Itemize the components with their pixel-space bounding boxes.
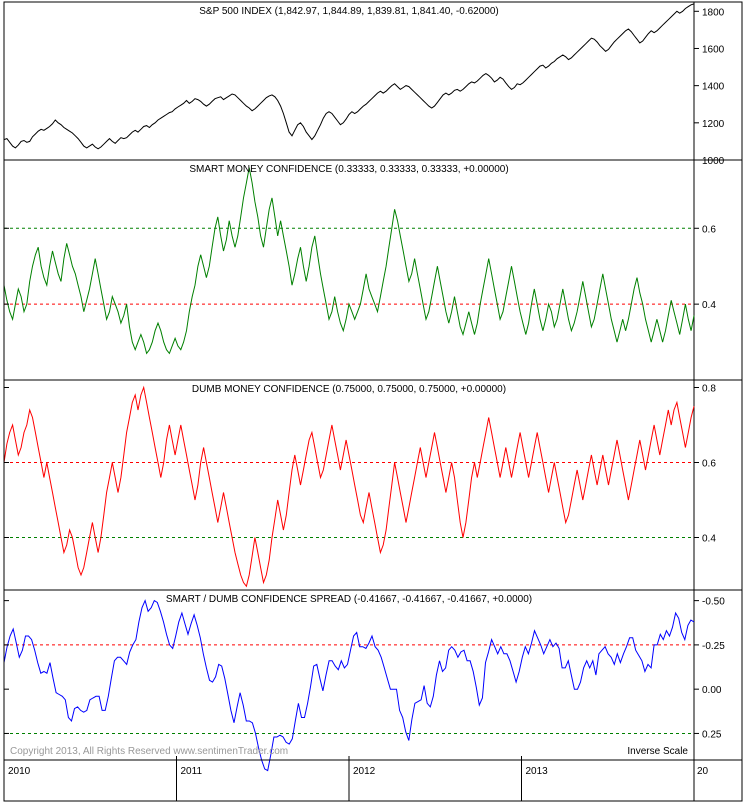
dumb-series (4, 388, 694, 587)
inverse-scale-label: Inverse Scale (627, 746, 688, 757)
y-tick-label: 1800 (702, 7, 725, 18)
y-tick-label: -0.25 (702, 641, 725, 652)
axis-box (694, 380, 742, 590)
x-tick-label: 2010 (8, 766, 31, 777)
chart-container: S&P 500 INDEX (1,842.97, 1,844.89, 1,839… (0, 0, 744, 803)
x-tick-label: 2013 (526, 766, 549, 777)
y-tick-label: 0.8 (702, 384, 716, 395)
y-tick-label: 1000 (702, 156, 725, 167)
panel-border (4, 590, 694, 760)
smart-title: SMART MONEY CONFIDENCE (0.33333, 0.33333… (189, 164, 508, 175)
copyright-text: Copyright 2013, All Rights Reserved www.… (10, 746, 288, 757)
y-tick-label: 0.6 (702, 459, 716, 470)
y-tick-label: -0.50 (702, 597, 725, 608)
x-tick-label: 2012 (353, 766, 376, 777)
panel-border (4, 380, 694, 590)
y-tick-label: 1200 (702, 119, 725, 130)
x-tick-label: 20 (697, 766, 709, 777)
y-tick-label: 0.4 (702, 534, 716, 545)
panel-border (4, 160, 694, 380)
y-tick-label: 0.4 (702, 300, 716, 311)
sp500-series (4, 4, 694, 149)
y-tick-label: 1400 (702, 82, 725, 93)
dumb-title: DUMB MONEY CONFIDENCE (0.75000, 0.75000,… (192, 384, 506, 395)
x-tick-label: 2011 (181, 766, 203, 777)
axis-box (694, 160, 742, 380)
panel-border (4, 2, 694, 160)
y-tick-label: 0.25 (702, 729, 722, 740)
smart-series (4, 168, 694, 354)
spread-title: SMART / DUMB CONFIDENCE SPREAD (-0.41667… (166, 594, 532, 605)
y-tick-label: 0.6 (702, 224, 716, 235)
sp500-title: S&P 500 INDEX (1,842.97, 1,844.89, 1,839… (199, 6, 498, 17)
y-tick-label: 1600 (702, 44, 725, 55)
y-tick-label: 0.00 (702, 685, 722, 696)
